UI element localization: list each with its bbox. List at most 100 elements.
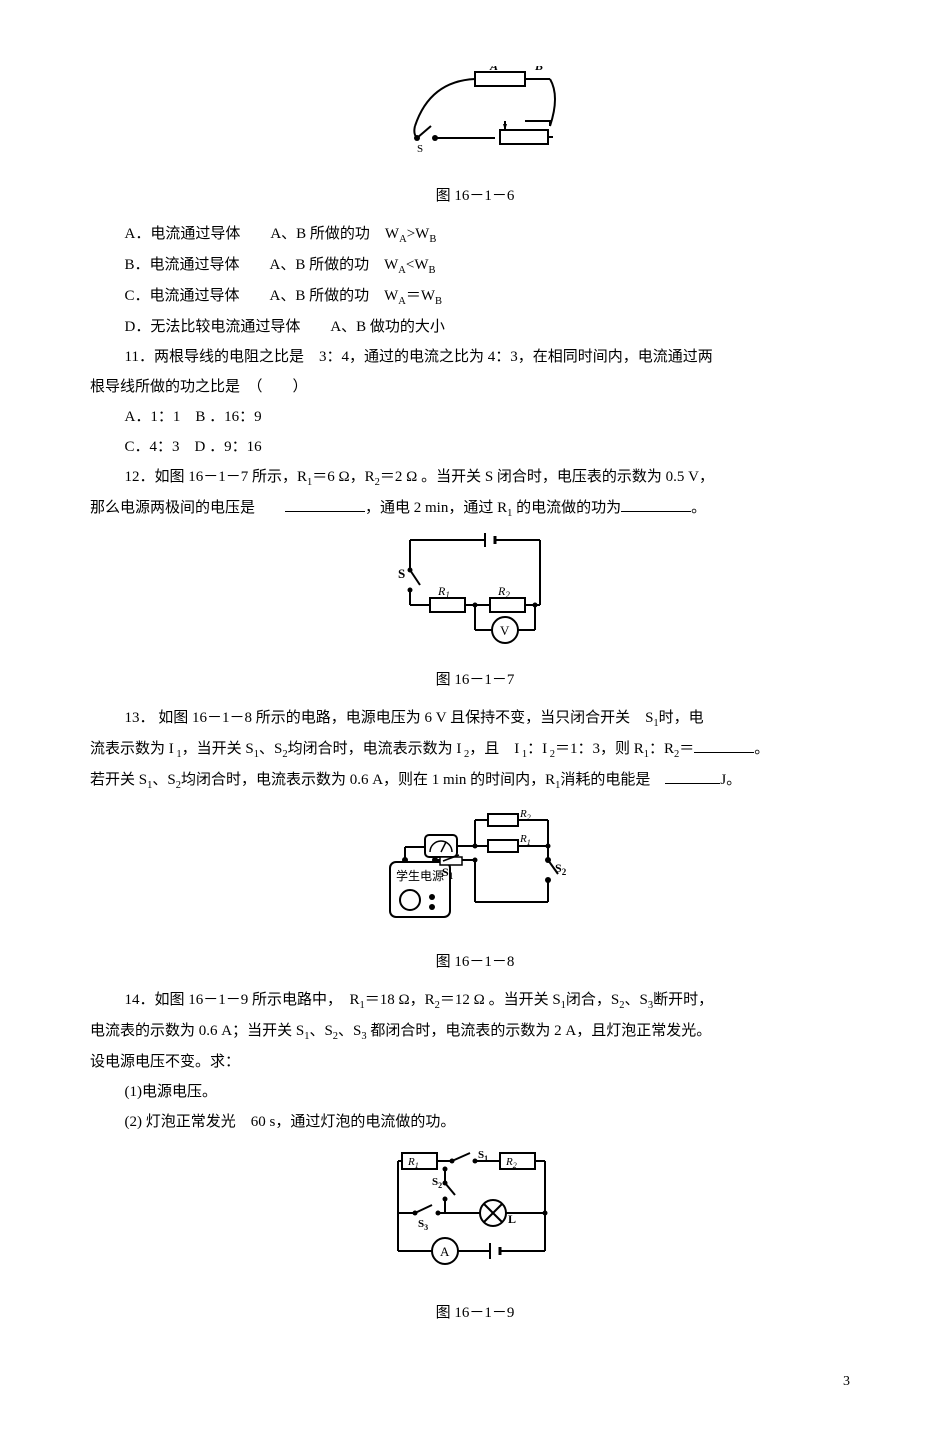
question-12-line1: 12．如图 16－1－7 所示，R1＝6 Ω，R2＝2 Ω 。当开关 S 闭合时… [90,462,860,493]
text: 断开时， [653,992,713,1008]
figure-16-1-7: S R1 R2 V [90,530,860,661]
question-13-line1: 13． 如图 16－1－8 所示的电路，电源电压为 6 V 且保持不变，当只闭合… [90,703,860,734]
label-B: B [534,66,543,73]
label-A: A [440,1244,450,1259]
text: ：I [527,741,547,757]
text: 均闭合时，电流表示数为 0.6 A，则在 1 min 的时间内，R [181,772,555,788]
text: 时，电 [659,710,704,726]
figure-caption-3: 图 16－1－8 [90,947,860,977]
option-10a: A．电流通过导体 A、B 所做的功 WA>WB [90,219,860,250]
circuit-diagram-4: R1 S1 R2 S2 S3 [390,1143,560,1283]
option-11a: A．1：1 B ．16：9 [90,402,860,432]
option-11c: C．4：3 D ．9：16 [90,432,860,462]
question-13-line3: 若开关 S1、S2均闭合时，电流表示数为 0.6 A，则在 1 min 的时间内… [90,765,860,796]
text: 消耗的电能是 [560,772,665,788]
sub: 1 [174,749,182,760]
label-A: A [489,66,498,73]
sub: B [428,265,435,276]
svg-text:S2: S2 [555,861,567,877]
circuit-diagram-2: S R1 R2 V [390,530,560,650]
document-page: A B S 图 16－1－6 A．电流通过导体 A、B 所做的功 [0,0,950,1436]
svg-text:R1: R1 [437,584,450,600]
text: C．电流通过导体 A、B 所做的功 W [125,288,399,304]
question-14-line1: 14．如图 16－1－9 所示电路中， R1＝18 Ω，R2＝12 Ω 。当开关… [90,985,860,1016]
text: 均闭合时，电流表示数为 I [288,741,462,757]
text: ＝12 Ω 。当开关 S [440,992,561,1008]
text: 、S [309,1023,332,1039]
svg-text:R2: R2 [505,1156,517,1170]
option-10b: B．电流通过导体 A、B 所做的功 WA<WB [90,250,860,281]
text: 12．如图 16－1－7 所示，R [125,469,308,485]
sub: A [398,296,406,307]
text: 。 [754,741,769,757]
svg-text:S3: S3 [418,1218,428,1232]
circuit-diagram-3: 学生电源 S1 R2 [380,802,570,932]
text: 若开关 S [90,772,147,788]
text: ＝18 Ω，R [365,992,435,1008]
text: 那么电源两极间的电压是 [90,500,285,516]
figure-caption-2: 图 16－1－7 [90,665,860,695]
text: 、S [625,992,648,1008]
text: A．电流通过导体 A、B 所做的功 W [125,226,400,242]
question-14-line2: 电流表的示数为 0.6 A；当开关 S1、S2、S3 都闭合时，电流表的示数为 … [90,1016,860,1047]
text: 流表示数为 I [90,741,174,757]
svg-text:S2: S2 [432,1176,442,1190]
figure-16-1-9: R1 S1 R2 S2 S3 [90,1143,860,1294]
question-14-sub1: (1)电源电压。 [90,1077,860,1107]
question-14-line3: 设电源电压不变。求： [90,1047,860,1077]
text: J。 [720,772,741,788]
text: ，当开关 S [182,741,254,757]
label-S: S [398,566,405,581]
sub: B [435,296,442,307]
sub: 2 [461,749,469,760]
text: 。 [691,500,706,516]
text: ＝ [679,741,694,757]
text: ：R [649,741,674,757]
svg-text:R2: R2 [497,584,510,600]
text: 、S [259,741,282,757]
text: ＝W [406,288,435,304]
text: ＝6 Ω，R [312,469,374,485]
text: ，通电 2 min，通过 R [365,500,507,516]
svg-text:R1: R1 [519,833,531,847]
question-12-line2: 那么电源两极间的电压是 ，通电 2 min，通过 R1 的电流做的功为。 [90,493,860,524]
blank [621,496,691,512]
sub: 1 [519,749,527,760]
text: 、S [338,1023,361,1039]
question-13-line2: 流表示数为 I 1，当开关 S1、S2均闭合时，电流表示数为 I 2，且 I 1… [90,734,860,765]
figure-caption-1: 图 16－1－6 [90,181,860,211]
text: B．电流通过导体 A、B 所做的功 W [125,257,399,273]
text: 、S [152,772,175,788]
page-number: 3 [90,1368,860,1396]
svg-text:S1: S1 [442,865,454,881]
text: 14．如图 16－1－9 所示电路中， R [125,992,360,1008]
sub: A [399,234,407,245]
label-L: L [508,1212,516,1226]
sub: 2 [547,749,555,760]
blank [665,768,720,784]
text: >W [407,226,430,242]
svg-text:S: S [417,143,423,155]
sub: A [398,265,406,276]
question-14-sub2: (2) 灯泡正常发光 60 s，通过灯泡的电流做的功。 [90,1107,860,1137]
text: 13． 如图 16－1－8 所示的电路，电源电压为 6 V 且保持不变，当只闭合… [125,710,654,726]
option-10c: C．电流通过导体 A、B 所做的功 WA＝WB [90,281,860,312]
text: <W [406,257,429,273]
text: 的电流做的功为 [512,500,621,516]
text: 电流表的示数为 0.6 A；当开关 S [90,1023,304,1039]
question-11-line1: 11．两根导线的电阻之比是 3：4，通过的电流之比为 4：3，在相同时间内，电流… [90,342,860,372]
svg-text:R1: R1 [407,1156,419,1170]
sub: B [429,234,436,245]
circuit-diagram-1: A B S [375,66,575,166]
question-11-line2: 根导线所做的功之比是 （ ） [90,372,860,402]
blank [285,496,365,512]
figure-caption-4: 图 16－1－9 [90,1298,860,1328]
text: ，且 I [469,741,519,757]
text: ＝2 Ω 。当开关 S 闭合时，电压表的示数为 0.5 V， [380,469,714,485]
label-power: 学生电源 [396,868,444,883]
text: ＝1：3，则 R [555,741,644,757]
text: 闭合，S [566,992,619,1008]
blank [694,737,754,753]
text: 都闭合时，电流表的示数为 2 A，且灯泡正常发光。 [367,1023,712,1039]
option-10d: D．无法比较电流通过导体 A、B 做功的大小 [90,312,860,342]
